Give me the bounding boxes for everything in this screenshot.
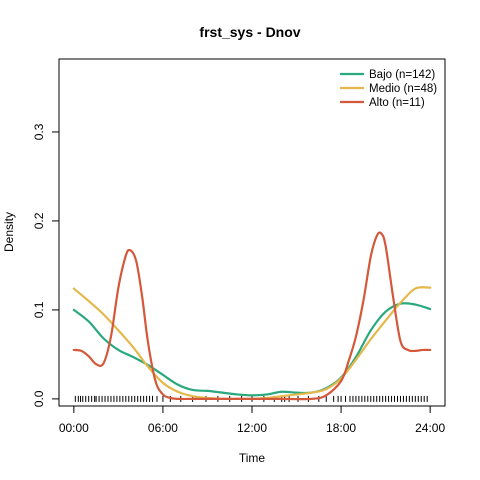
legend-label: Medio (n=48) (369, 83, 437, 95)
series-line-1 (72, 286, 432, 401)
chart-title: frst_sys - Dnov (199, 24, 300, 40)
x-tick-label: 06:00 (148, 421, 178, 435)
y-tick-label: 0.1 (32, 301, 46, 318)
series-lines (72, 231, 432, 401)
plot-frame (58, 58, 446, 407)
y-tick-label: 0.0 (32, 390, 46, 407)
rug-marks (74, 395, 428, 402)
x-tick-label: 24:00 (415, 421, 445, 435)
series-line-0 (72, 302, 432, 397)
legend: Bajo (n=142) Medio (n=48) Alto (n=11) (340, 69, 437, 109)
series-line-2 (72, 231, 432, 401)
legend-label: Alto (n=11) (369, 97, 425, 109)
y-tick-label: 0.3 (32, 123, 46, 140)
legend-label: Bajo (n=142) (369, 69, 435, 81)
x-tick-label: 18:00 (326, 421, 356, 435)
x-axis: 00:00 06:00 12:00 18:00 24:00 (59, 405, 445, 435)
x-tick-label: 12:00 (237, 421, 267, 435)
x-tick-label: 00:00 (59, 421, 89, 435)
x-axis-label: Time (239, 451, 266, 465)
y-tick-label: 0.2 (32, 212, 46, 229)
y-axis: 0.0 0.1 0.2 0.3 (32, 123, 60, 407)
y-axis-label: Density (2, 212, 16, 252)
